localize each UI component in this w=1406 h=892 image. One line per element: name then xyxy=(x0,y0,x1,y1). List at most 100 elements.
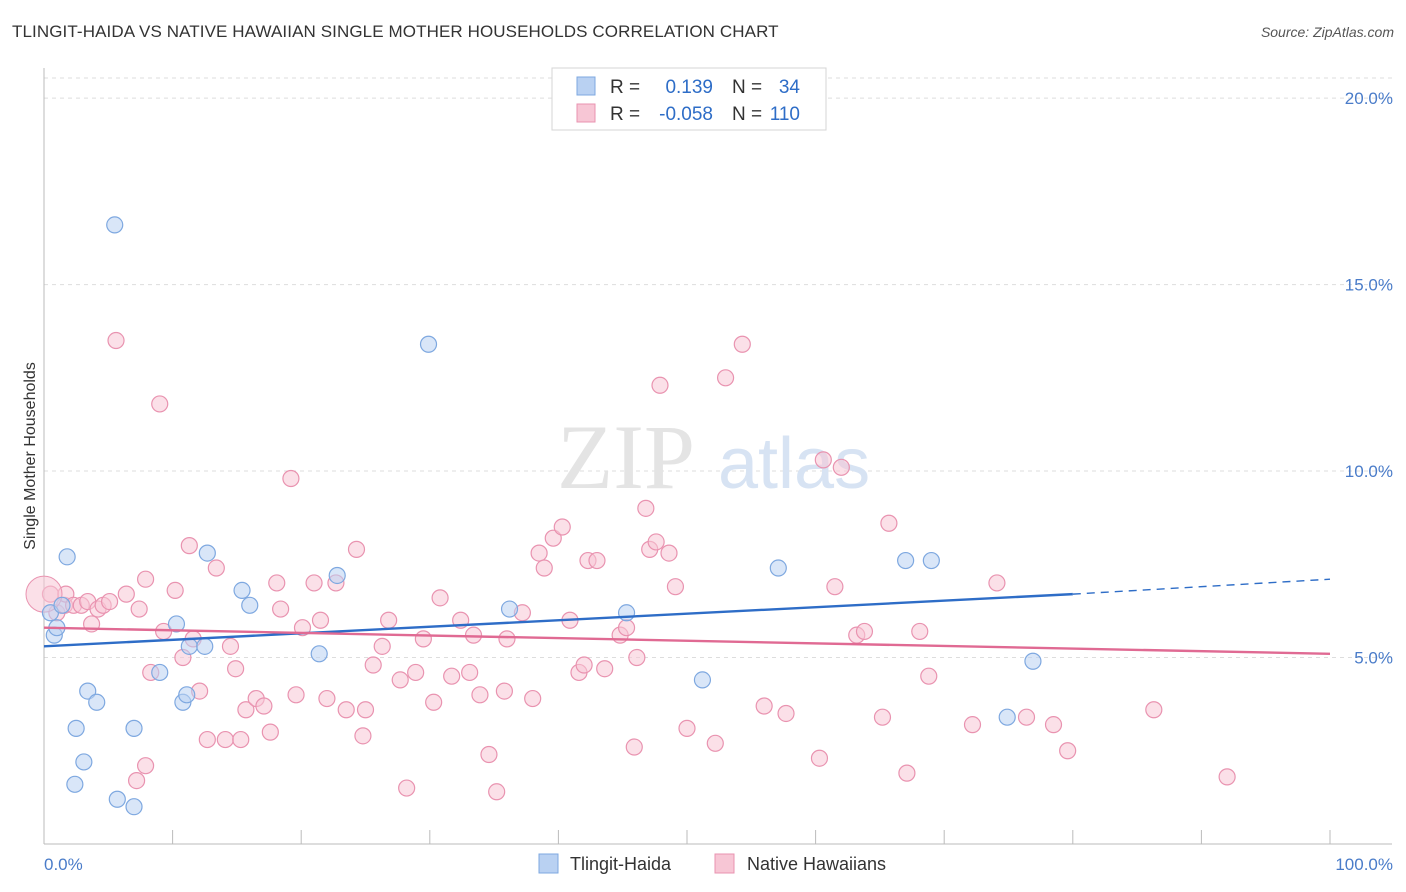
native-hawaiians-point-103 xyxy=(911,622,929,641)
tlingit-haida-point-32 xyxy=(998,708,1016,726)
native-hawaiians-point-107 xyxy=(1017,708,1036,726)
native-hawaiians-point-22 xyxy=(180,537,198,555)
native-hawaiians-point-90 xyxy=(716,369,735,387)
legend-r-label-2: R = xyxy=(610,104,640,125)
legend-n-label-2: N = xyxy=(732,104,762,125)
tlingit-haida-point-27 xyxy=(617,604,636,622)
native-hawaiians-point-11 xyxy=(107,331,125,350)
native-hawaiians-point-61 xyxy=(471,686,489,704)
native-hawaiians-point-95 xyxy=(814,451,832,469)
tlingit-haida-point-25 xyxy=(419,335,438,353)
y-tick-label-1: 10.0% xyxy=(1345,462,1393,481)
native-hawaiians-point-67 xyxy=(524,689,542,708)
native-hawaiians-point-64 xyxy=(495,682,513,700)
legend-r-value-1: 0.139 xyxy=(665,77,713,98)
native-hawaiians-point-80 xyxy=(625,738,643,756)
native-hawaiians-point-76 xyxy=(588,551,606,570)
tlingit-haida-point-9 xyxy=(88,693,106,711)
native-hawaiians-point-48 xyxy=(364,656,382,674)
legend-r-value-2: -0.058 xyxy=(659,104,713,125)
trend-line-tlingit-haida xyxy=(43,592,1073,648)
tlingit-haida-point-13 xyxy=(125,719,143,737)
native-hawaiians-point-47 xyxy=(356,701,375,719)
bottom-legend-swatch-blue xyxy=(538,853,559,874)
native-hawaiians-point-84 xyxy=(647,533,665,551)
legend-n-label-1: N = xyxy=(732,77,762,98)
legend-n-value-1: 34 xyxy=(779,77,801,98)
native-hawaiians-point-105 xyxy=(963,716,982,734)
native-hawaiians-point-37 xyxy=(282,469,300,488)
native-hawaiians-point-101 xyxy=(880,514,898,532)
native-hawaiians-point-52 xyxy=(398,779,416,797)
native-hawaiians-point-68 xyxy=(530,544,548,562)
native-hawaiians-point-104 xyxy=(920,667,938,685)
native-hawaiians-point-81 xyxy=(628,648,646,667)
correlation-legend: R = 0.139 N = 34 R = -0.058 N = 110 xyxy=(551,67,827,131)
native-hawaiians-point-98 xyxy=(873,708,892,726)
native-hawaiians-point-82 xyxy=(637,499,655,517)
chart-source: Source: ZipAtlas.com xyxy=(1260,24,1394,40)
native-hawaiians-point-34 xyxy=(261,723,279,741)
native-hawaiians-point-96 xyxy=(832,458,850,476)
tlingit-haida-point-26 xyxy=(500,600,519,618)
native-hawaiians-point-77 xyxy=(596,660,614,678)
tlingit-haida-point-10 xyxy=(108,790,126,808)
chart-title: TLINGIT-HAIDA VS NATIVE HAWAIIAN SINGLE … xyxy=(12,22,779,41)
y-tick-label-3: 20.0% xyxy=(1345,89,1393,108)
native-hawaiians-point-85 xyxy=(651,376,669,394)
native-hawaiians-point-16 xyxy=(136,570,155,588)
trend-line-tlingit-haida-extension xyxy=(1072,578,1331,595)
tlingit-haida-point-8 xyxy=(79,682,97,700)
axes xyxy=(43,68,1392,845)
native-hawaiians-point-56 xyxy=(431,589,449,607)
native-hawaiians-point-63 xyxy=(488,783,506,801)
tlingit-haida-point-31 xyxy=(922,551,940,570)
native-hawaiians-point-71 xyxy=(553,518,571,536)
tlingit-haida-point-5 xyxy=(66,775,84,793)
native-hawaiians-point-40 xyxy=(305,574,323,592)
tlingit-haida-point-4 xyxy=(58,548,76,566)
native-hawaiians-point-69 xyxy=(535,559,553,577)
native-hawaiians-point-50 xyxy=(380,611,398,629)
tlingit-haida-point-28 xyxy=(693,671,712,689)
native-hawaiians-point-54 xyxy=(414,630,432,648)
series-native-hawaiians xyxy=(25,331,1236,801)
tlingit-haida-point-23 xyxy=(310,645,328,663)
tlingit-haida-point-15 xyxy=(167,615,186,633)
tlingit-haida-point-18 xyxy=(180,637,198,655)
tlingit-haida-point-22 xyxy=(241,596,259,614)
native-hawaiians-point-62 xyxy=(480,745,498,764)
x-tick-label-0: 0.0% xyxy=(44,855,83,874)
native-hawaiians-point-49 xyxy=(373,637,391,655)
native-hawaiians-point-88 xyxy=(678,719,696,737)
native-hawaiians-point-31 xyxy=(237,701,255,719)
tlingit-haida-point-17 xyxy=(178,686,196,704)
trend-line-native-hawaiians xyxy=(43,626,1331,655)
native-hawaiians-point-44 xyxy=(337,701,355,719)
gridlines xyxy=(44,77,1392,659)
tlingit-haida-point-3 xyxy=(53,596,71,614)
native-hawaiians-point-74 xyxy=(575,656,593,674)
x-tick-labels: 0.0% 100.0% xyxy=(44,855,1393,874)
tlingit-haida-point-29 xyxy=(769,559,787,577)
native-hawaiians-point-36 xyxy=(272,600,290,618)
tlingit-haida-point-12 xyxy=(125,798,143,816)
tlingit-haida-point-33 xyxy=(1024,652,1042,670)
tlingit-haida-point-11 xyxy=(106,216,124,234)
native-hawaiians-point-18 xyxy=(151,395,169,413)
legend-swatch-pink xyxy=(576,103,596,123)
native-hawaiians-point-91 xyxy=(733,335,751,353)
bottom-legend-label-1: Tlingit-Haida xyxy=(570,854,672,874)
tlingit-haida-point-14 xyxy=(151,663,169,682)
native-hawaiians-point-97 xyxy=(826,578,844,596)
native-hawaiians-point-38 xyxy=(287,686,305,704)
tlingit-haida-point-19 xyxy=(196,637,214,655)
native-hawaiians-point-100 xyxy=(855,622,874,641)
y-tick-labels: 5.0% 10.0% 15.0% 20.0% xyxy=(1345,89,1393,667)
tlingit-haida-point-6 xyxy=(67,719,85,737)
native-hawaiians-point-110 xyxy=(1218,768,1236,786)
native-hawaiians-point-27 xyxy=(216,730,234,749)
native-hawaiians-point-13 xyxy=(127,771,146,790)
native-hawaiians-point-70 xyxy=(544,529,562,547)
